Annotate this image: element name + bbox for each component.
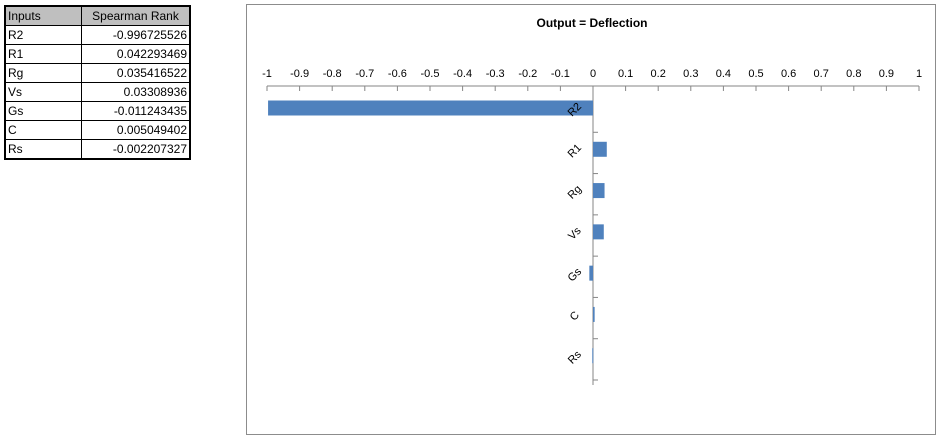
- cell-value[interactable]: 0.035416522: [81, 63, 191, 83]
- x-tick-label: -0.3: [486, 68, 505, 80]
- cell-input[interactable]: R1: [4, 44, 82, 64]
- bar-c[interactable]: [593, 306, 595, 322]
- bar-rs[interactable]: [592, 348, 594, 364]
- x-tick-label: 1: [916, 68, 922, 80]
- x-tick-label: -1: [262, 68, 272, 80]
- cell-input[interactable]: Rg: [4, 63, 82, 83]
- table-row: Rs -0.002207327: [4, 139, 191, 160]
- bar-r1[interactable]: [593, 141, 607, 157]
- category-label-rs: Rs: [566, 348, 584, 366]
- x-tick-label: -0.4: [453, 68, 472, 80]
- table-row: Vs 0.03308936: [4, 82, 191, 102]
- cell-input[interactable]: R2: [4, 25, 82, 45]
- category-label-r1: R1: [566, 142, 584, 160]
- table-header-row: Inputs Spearman Rank: [4, 5, 191, 26]
- x-tick-label: -0.7: [355, 68, 374, 80]
- category-label-rg: Rg: [566, 183, 584, 201]
- x-tick-label: -0.6: [388, 68, 407, 80]
- bar-gs[interactable]: [589, 265, 593, 281]
- bar-rg[interactable]: [593, 183, 605, 199]
- x-tick-label: 0.5: [748, 68, 763, 80]
- category-label-vs: Vs: [566, 225, 584, 243]
- bar-r2[interactable]: [268, 100, 593, 116]
- cell-value[interactable]: -0.011243435: [81, 101, 191, 121]
- cell-value[interactable]: 0.005049402: [81, 120, 191, 140]
- x-tick-label: -0.1: [551, 68, 570, 80]
- cell-input[interactable]: C: [4, 120, 82, 140]
- chart-object[interactable]: Output = Deflection -1 -0.9 -0.8 -0.7 -0.6 -0…: [246, 4, 936, 435]
- x-axis: -1 -0.9 -0.8 -0.7 -0.6 -0.5 -0.4 -0.3 -0.2 -0.1 0 0…: [262, 68, 922, 385]
- cell-value[interactable]: -0.996725526: [81, 25, 191, 45]
- x-tick-label: -0.5: [421, 68, 440, 80]
- x-tick-label: 0.2: [651, 68, 666, 80]
- x-tick-label: -0.2: [518, 68, 537, 80]
- table-row: R2 -0.996725526: [4, 25, 191, 45]
- category-label-c: C: [568, 309, 582, 323]
- cell-value[interactable]: -0.002207327: [81, 139, 191, 160]
- x-tick-label: 0.4: [716, 68, 731, 80]
- cell-input[interactable]: Rs: [4, 139, 82, 160]
- chart-title: Output = Deflection: [537, 16, 648, 30]
- x-tick-label: 0.1: [618, 68, 633, 80]
- x-tick-label: -0.9: [290, 68, 309, 80]
- spearman-rank-table: Inputs Spearman Rank R2 -0.996725526 R1 …: [4, 5, 191, 160]
- x-tick-label: 0: [590, 68, 596, 80]
- category-label-gs: Gs: [566, 265, 585, 284]
- x-tick-label: -0.8: [323, 68, 342, 80]
- x-tick-label: 0.9: [879, 68, 894, 80]
- table-row: Gs -0.011243435: [4, 101, 191, 121]
- cell-value[interactable]: 0.03308936: [81, 82, 191, 102]
- header-spearman-rank[interactable]: Spearman Rank: [81, 5, 191, 26]
- x-tick-label: 0.3: [683, 68, 698, 80]
- x-tick-label: 0.8: [846, 68, 861, 80]
- table-row: C 0.005049402: [4, 120, 191, 140]
- table-row: Rg 0.035416522: [4, 63, 191, 83]
- header-inputs[interactable]: Inputs: [4, 5, 82, 26]
- tornado-bar-chart: Output = Deflection -1 -0.9 -0.8 -0.7 -0.6 -0…: [262, 16, 922, 385]
- x-tick-label: 0.6: [781, 68, 796, 80]
- x-tick-label: 0.7: [814, 68, 829, 80]
- cell-value[interactable]: 0.042293469: [81, 44, 191, 64]
- cell-input[interactable]: Gs: [4, 101, 82, 121]
- table-row: R1 0.042293469: [4, 44, 191, 64]
- bar-vs[interactable]: [593, 224, 604, 240]
- cell-input[interactable]: Vs: [4, 82, 82, 102]
- bars: [268, 100, 607, 364]
